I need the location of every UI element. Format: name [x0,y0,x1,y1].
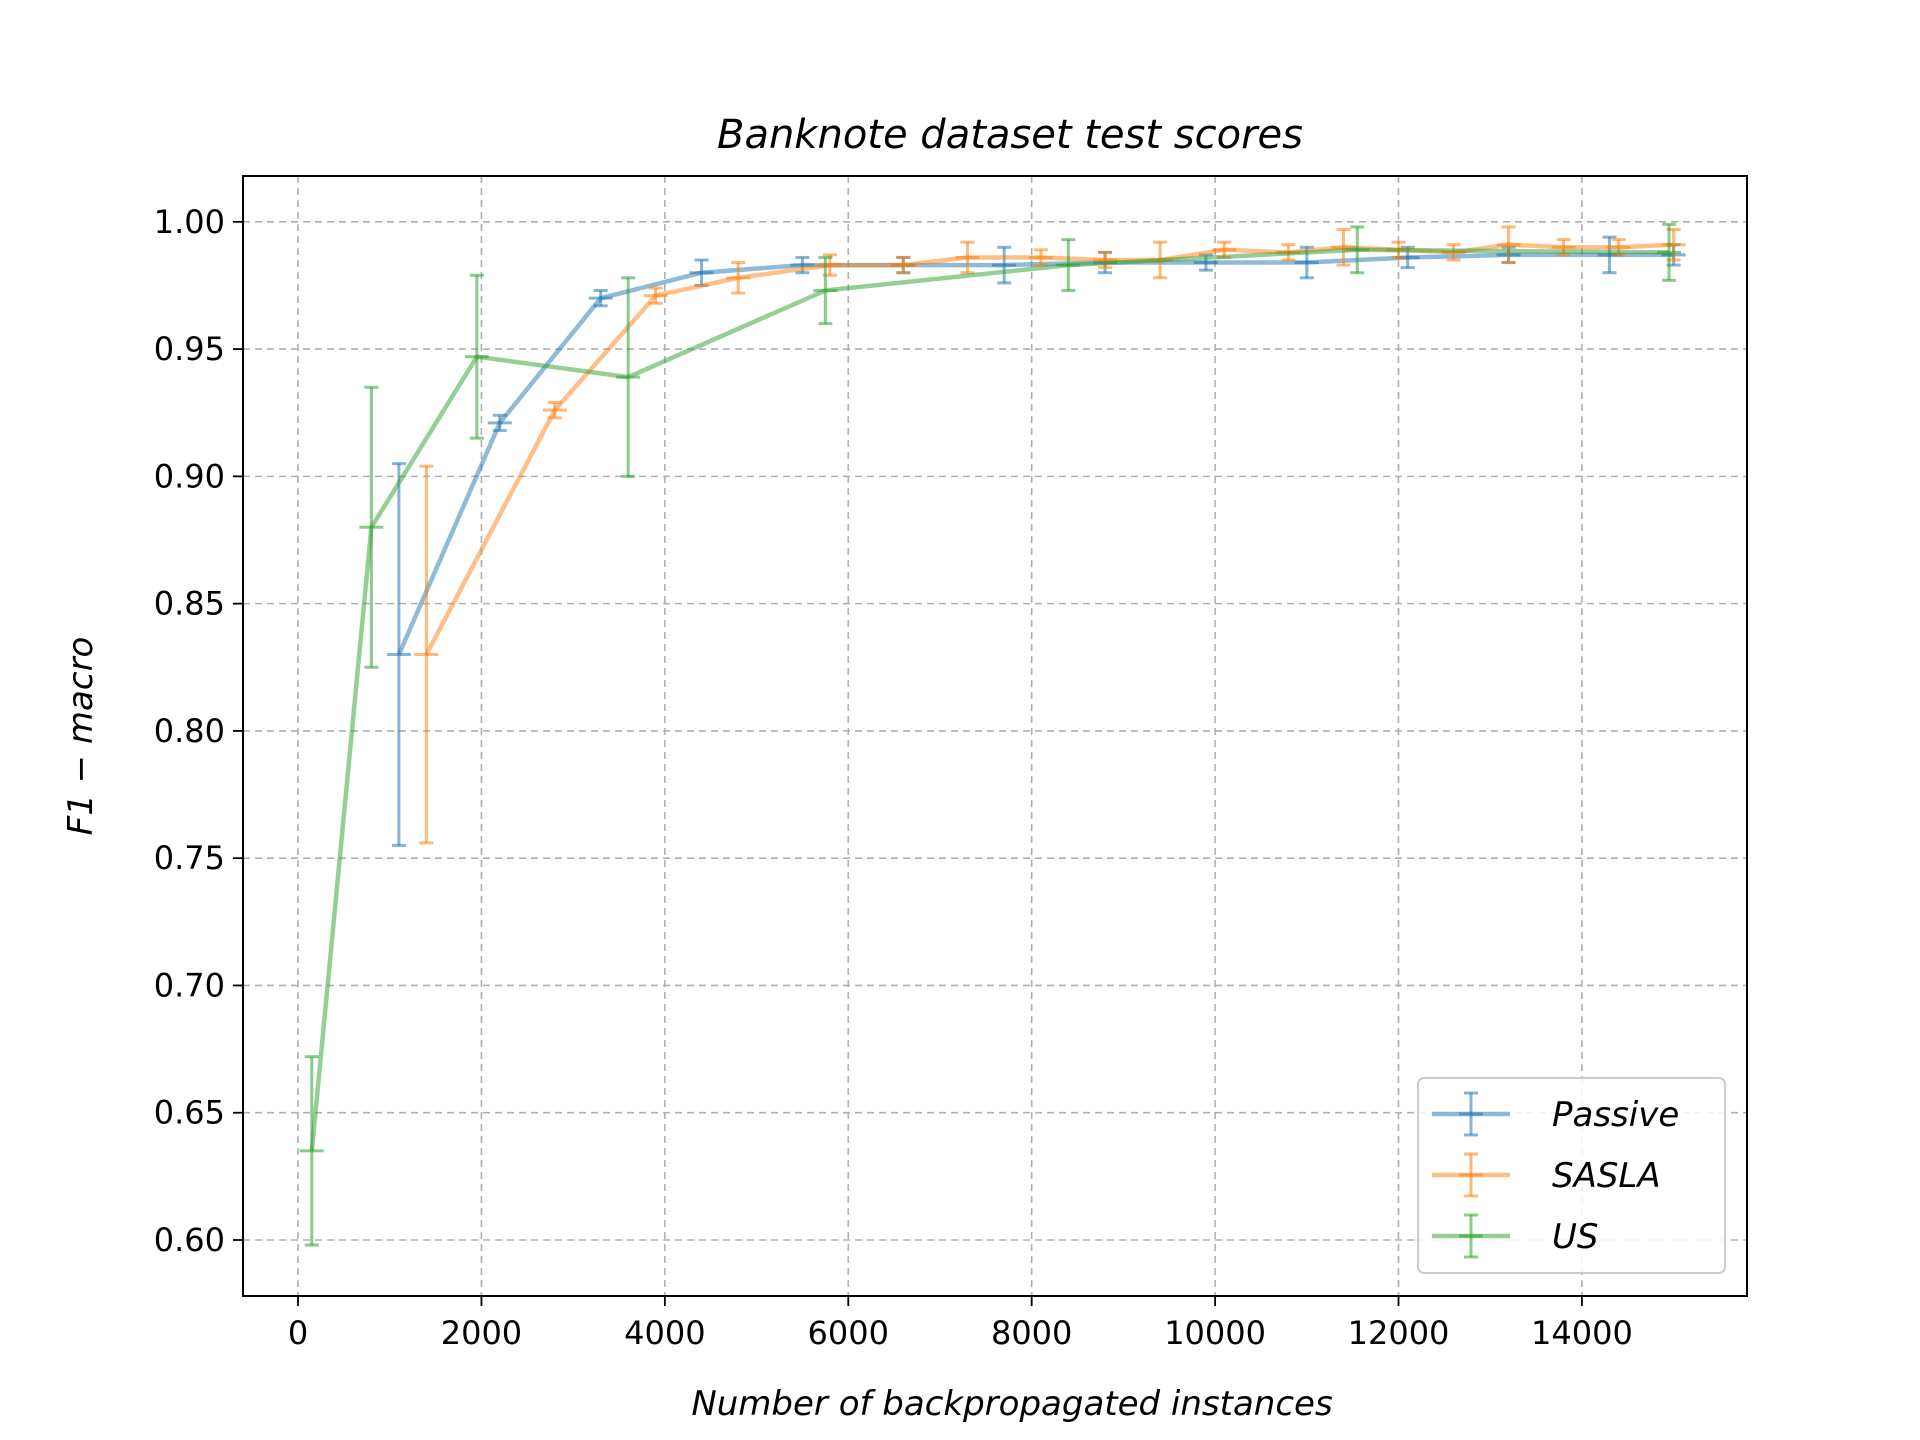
error-bar-us [359,385,384,669]
y-tick-label: 0.90 [154,457,225,495]
legend-item-sasla: SASLA [1432,1152,1661,1198]
error-bar-sasla [726,261,751,295]
y-tick-label: 0.70 [154,966,225,1004]
legend: Passive SASLA US [1417,1077,1726,1274]
x-tick-label: 6000 [808,1314,889,1352]
error-bar-us [1056,238,1081,293]
legend-label-us: US [1552,1217,1598,1257]
series-us [299,222,1682,1247]
error-bar-sasla [542,401,567,420]
series-line-passive [396,252,1674,656]
error-bar-us [1345,225,1370,275]
chart-title: Banknote dataset test scores [717,112,1303,158]
x-tick-label: 10000 [1164,1314,1266,1352]
error-bar-sasla [1331,227,1356,267]
error-bar-us [299,1055,324,1247]
error-bar-sasla [414,464,439,845]
error-bar-sasla [1093,250,1118,270]
legend-swatch-passive [1432,1091,1510,1137]
legend-label-sasla: SASLA [1552,1156,1661,1196]
error-bar-us [813,255,838,326]
series-line-us [309,247,1670,1152]
error-bar-sasla [1496,225,1521,265]
error-bar-passive [588,289,613,308]
error-bar-sasla [955,240,980,275]
series-passive [386,235,1686,847]
y-axis-label: F1 − macro [61,637,101,836]
error-bar-us [616,276,641,478]
x-tick-label: 2000 [441,1314,522,1352]
legend-swatch-sasla [1432,1152,1510,1198]
y-tick-label: 0.85 [154,585,225,623]
x-tick-label: 14000 [1531,1314,1633,1352]
series-group [299,222,1686,1247]
legend-label-passive: Passive [1552,1095,1679,1135]
error-bar-passive [992,245,1017,285]
error-bar-passive [487,413,512,433]
error-bar-sasla [1028,248,1053,267]
x-tick-label: 8000 [991,1314,1072,1352]
legend-item-us: US [1432,1213,1598,1259]
error-bar-sasla [891,255,916,275]
legend-swatch-us [1432,1213,1510,1259]
x-tick-label: 12000 [1348,1314,1450,1352]
y-tick-label: 1.00 [154,203,225,241]
error-bar-us [1657,222,1682,282]
error-bar-us [464,273,489,440]
ticks: 0 2000 4000 6000 8000 10000 12000 14000 0.60 0.65… [154,203,1633,1352]
legend-item-passive: Passive [1432,1091,1679,1137]
y-tick-label: 0.75 [154,839,225,877]
y-tick-label: 0.60 [154,1221,225,1259]
y-tick-label: 0.80 [154,712,225,750]
series-line-sasla [424,242,1674,656]
x-axis-label: Number of backpropagated instances [691,1384,1332,1424]
series-sasla [414,225,1686,845]
x-tick-label: 4000 [624,1314,705,1352]
x-tick-label: 0 [288,1314,308,1352]
y-tick-label: 0.95 [154,330,225,368]
plot-frame [242,175,1748,1297]
error-bar-passive [386,462,411,847]
y-tick-label: 0.65 [154,1094,225,1132]
error-bar-sasla [643,286,668,305]
legend-box [1417,1077,1726,1274]
